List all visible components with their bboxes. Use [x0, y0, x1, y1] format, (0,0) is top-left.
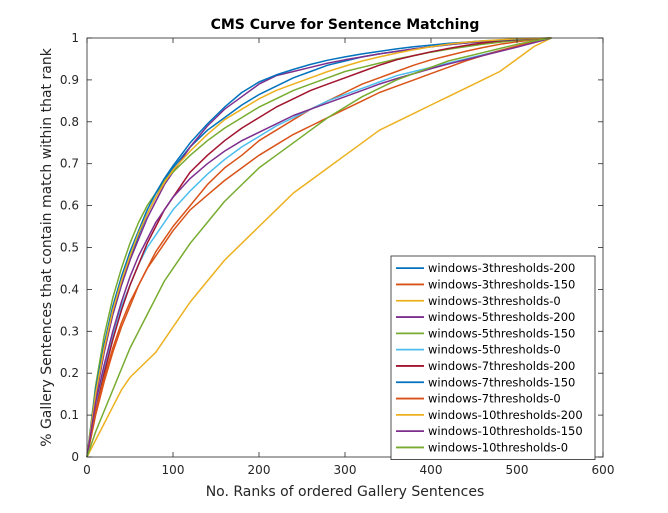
- series-line-windows-10thresholds-150: [86, 37, 552, 458]
- series-layer: [86, 37, 552, 458]
- series-line-windows-10thresholds-0: [86, 37, 552, 458]
- series-line-windows-3thresholds-150: [86, 37, 552, 458]
- x-tick-label: 300: [334, 463, 357, 477]
- legend-label: windows-5thresholds-150: [428, 326, 575, 340]
- legend-label: windows-5thresholds-0: [428, 343, 561, 357]
- y-tick-label: 0.7: [60, 157, 79, 171]
- legend-box: [390, 255, 596, 461]
- legend-label: windows-10thresholds-200: [428, 408, 583, 422]
- legend-label: windows-7thresholds-150: [428, 375, 575, 389]
- x-tick-label: 200: [248, 463, 271, 477]
- series-line-windows-7thresholds-200: [86, 37, 552, 458]
- series-line-windows-7thresholds-0: [86, 37, 552, 458]
- legend-label: windows-3thresholds-200: [428, 261, 575, 275]
- legend-label: windows-10thresholds-150: [428, 424, 583, 438]
- x-tick-label: 600: [592, 463, 615, 477]
- series-line-windows-5thresholds-150: [86, 37, 552, 458]
- legend-label: windows-7thresholds-200: [428, 359, 575, 373]
- ticks-layer: 0 100 200 300 400 500 600 0 0.1 0.2 0.3 0.4 0.5 0.6 0.…: [60, 31, 615, 477]
- y-tick-label: 0.3: [60, 324, 79, 338]
- legend-label: windows-3thresholds-150: [428, 277, 575, 291]
- series-line-windows-3thresholds-0: [86, 37, 552, 458]
- legend-label: windows-10thresholds-0: [428, 440, 568, 454]
- y-tick-label: 0.2: [60, 366, 79, 380]
- y-tick-label: 0.5: [60, 241, 79, 255]
- legend: windows-3thresholds-200 windows-3threshol…: [390, 255, 596, 461]
- x-tick-label: 100: [162, 463, 185, 477]
- y-tick-label: 0.1: [60, 408, 79, 422]
- y-tick-label: 0.6: [60, 199, 79, 213]
- legend-label: windows-3thresholds-0: [428, 294, 561, 308]
- x-tick-label: 500: [506, 463, 529, 477]
- legend-label: windows-5thresholds-200: [428, 310, 575, 324]
- y-tick-label: 0.4: [60, 282, 79, 296]
- y-tick-label: 1: [71, 31, 79, 45]
- y-tick-label: 0.8: [60, 115, 79, 129]
- x-tick-label: 400: [420, 463, 443, 477]
- y-axis-label: % Gallery Sentences that contain match w…: [39, 47, 55, 446]
- y-tick-label: 0.9: [60, 73, 79, 87]
- y-tick-label: 0: [71, 450, 79, 464]
- series-line-windows-10thresholds-200: [86, 37, 552, 458]
- x-tick-label: 0: [83, 463, 91, 477]
- legend-label: windows-7thresholds-0: [428, 392, 561, 406]
- chart-title: CMS Curve for Sentence Matching: [211, 17, 480, 33]
- x-axis-label: No. Ranks of ordered Gallery Sentences: [206, 484, 485, 500]
